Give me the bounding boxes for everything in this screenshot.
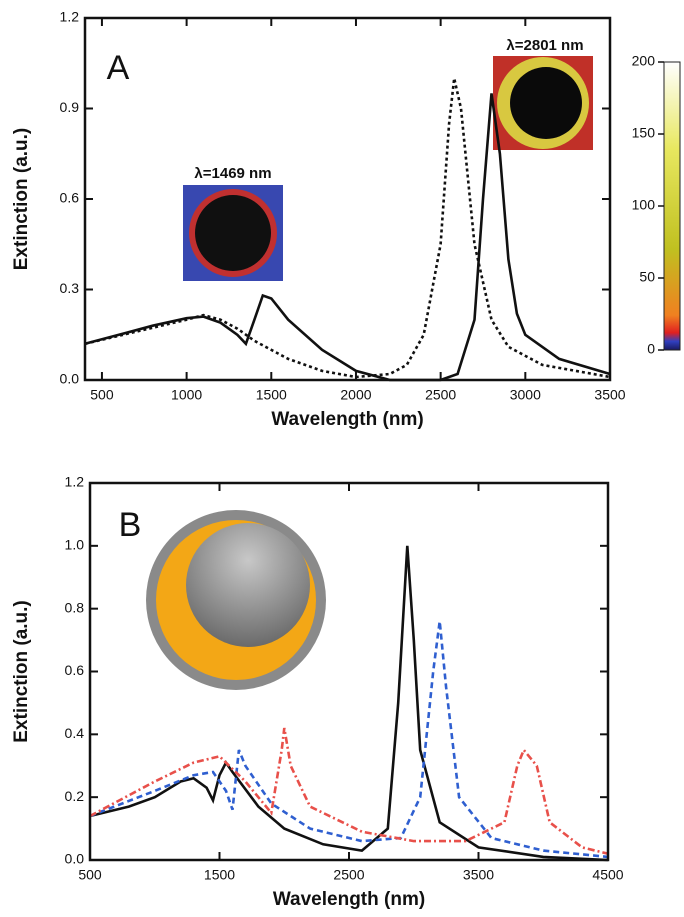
data-line	[89, 545, 609, 862]
y-tick-label: 1.0	[65, 537, 85, 553]
colorbar-tick-label: 100	[632, 197, 656, 213]
y-tick-label: 1.2	[65, 474, 85, 490]
colorbar-tick-label: 150	[632, 125, 656, 141]
y-tick-label: 0.6	[65, 662, 85, 678]
colorbar-tick-label: 50	[639, 269, 655, 285]
plot-frame	[88, 481, 610, 862]
y-axis-title: Extinction (a.u.)	[11, 600, 32, 743]
y-tick-label: 1.2	[60, 9, 80, 25]
annotation: λ=1469 nm	[194, 165, 271, 182]
x-axis-title: Wavelength (nm)	[271, 409, 423, 430]
y-tick-label: 0.0	[60, 371, 80, 387]
data-line	[89, 727, 609, 855]
y-tick-label: 0.3	[60, 280, 80, 296]
colorbar-tick-label: 200	[632, 53, 656, 69]
x-axis-title: Wavelength (nm)	[273, 889, 425, 910]
y-tick-label: 0.6	[60, 190, 80, 206]
y-tick-label: 0.2	[65, 788, 85, 804]
inset-map	[493, 56, 593, 150]
y-tick-label: 0.8	[65, 599, 85, 615]
x-tick-label: 3500	[463, 867, 494, 883]
x-tick-label: 1500	[256, 387, 287, 403]
annotation: λ=2801 nm	[506, 37, 583, 54]
y-tick-label: 0.4	[65, 725, 85, 741]
x-tick-label: 500	[90, 387, 114, 403]
y-axis-title: Extinction (a.u.)	[11, 128, 32, 271]
shell-diagram	[146, 510, 326, 690]
data-line	[84, 78, 611, 379]
inset-map	[183, 185, 283, 281]
x-tick-label: 1000	[171, 387, 202, 403]
x-tick-label: 2500	[425, 387, 456, 403]
x-tick-label: 500	[78, 867, 102, 883]
x-tick-label: 1500	[204, 867, 235, 883]
colorbar-tick-label: 0	[647, 341, 655, 357]
x-tick-label: 3500	[594, 387, 625, 403]
y-tick-label: 0.0	[65, 851, 85, 867]
x-tick-label: 4500	[592, 867, 623, 883]
data-line	[89, 621, 609, 859]
x-tick-label: 3000	[510, 387, 541, 403]
y-tick-label: 0.9	[60, 99, 80, 115]
colorbar	[663, 61, 681, 351]
x-tick-label: 2000	[340, 387, 371, 403]
panel-label: B	[119, 506, 142, 544]
x-tick-label: 2500	[333, 867, 364, 883]
data-line	[84, 93, 611, 382]
panel-label: A	[107, 49, 130, 87]
